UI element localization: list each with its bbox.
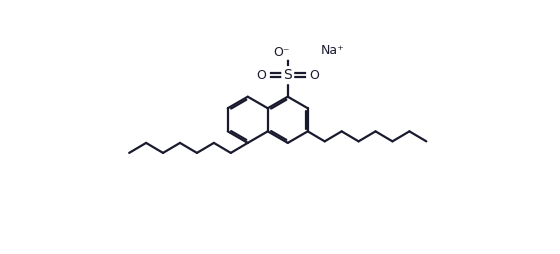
Text: Na⁺: Na⁺: [320, 44, 344, 57]
Text: O⁻: O⁻: [273, 45, 290, 58]
Text: O: O: [256, 69, 267, 82]
Text: O: O: [309, 69, 319, 82]
Text: S: S: [283, 68, 292, 82]
